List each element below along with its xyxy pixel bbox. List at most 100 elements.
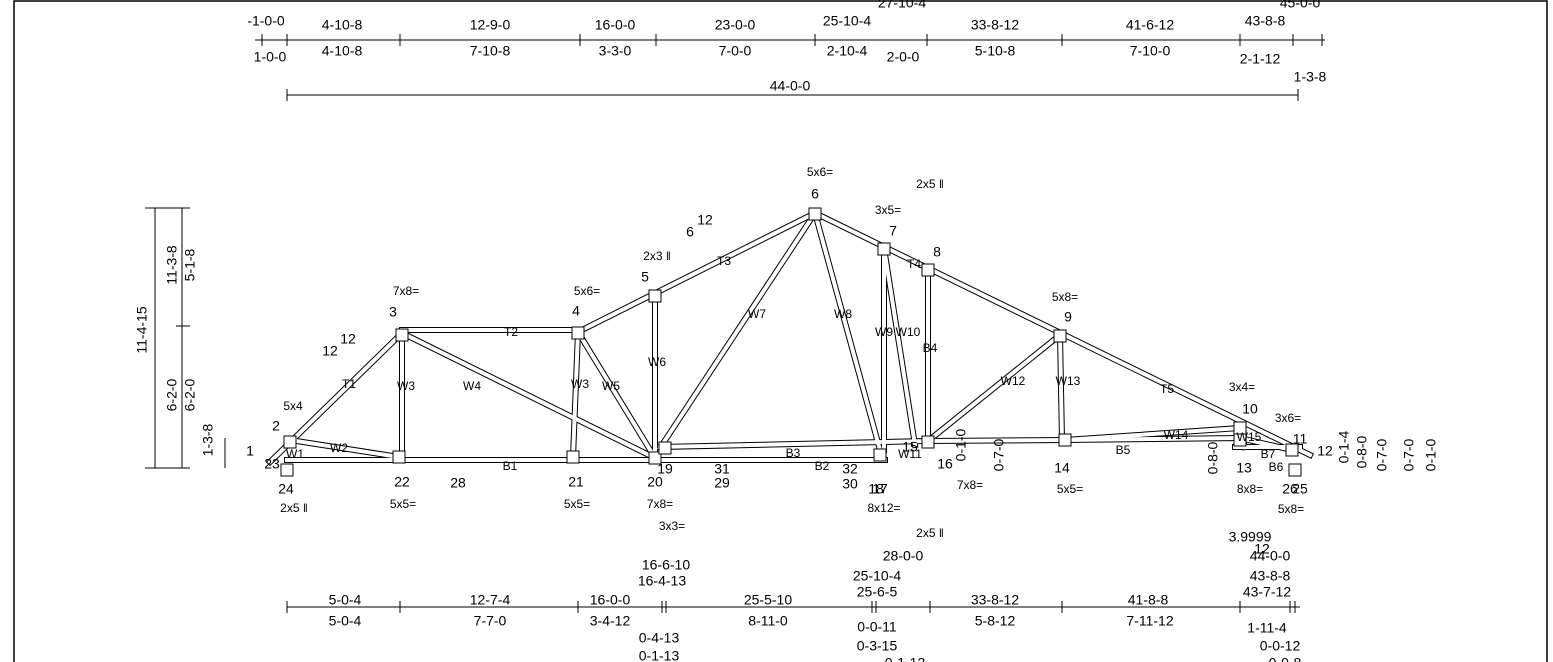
- dimensions-top: 5-10-8: [975, 43, 1016, 59]
- member: W8: [834, 307, 852, 321]
- joint: 19: [657, 461, 673, 477]
- plate: 3x6=: [1275, 411, 1301, 425]
- dimensions-top: 2-10-4: [827, 43, 868, 59]
- plate: 2x3 ‖: [643, 249, 671, 263]
- dimensions-top: 2-0-0: [887, 49, 920, 65]
- left-dimension: 11-3-8: [164, 245, 180, 285]
- plate: 5x5=: [564, 497, 590, 511]
- dimensions-bottom: 5-0-4: [329, 613, 362, 629]
- plate: [392, 450, 406, 464]
- member-fill: [399, 330, 658, 461]
- slope: 3.9999: [1229, 529, 1272, 545]
- dimensions-bottom: 0-0-12: [1260, 638, 1301, 654]
- member: B7: [1261, 447, 1276, 461]
- member: W14: [1164, 428, 1189, 442]
- dimensions-top: 25-10-4: [823, 13, 871, 29]
- dimensions-top: 4-10-8: [322, 43, 363, 59]
- member: B5: [1116, 443, 1131, 457]
- plate: [921, 263, 935, 277]
- plate: 5x6=: [574, 284, 600, 298]
- dimensions-bottom: 5-8-12: [975, 613, 1016, 629]
- plate: 2x5 ‖: [916, 526, 944, 540]
- dimensions-bottom: 16-6-10: [642, 557, 690, 573]
- dimensions-bottom: 43-7-12: [1243, 584, 1291, 600]
- slope: 12: [340, 331, 356, 347]
- height: 0-7-0: [1401, 438, 1417, 471]
- member: W9: [875, 325, 893, 339]
- dimensions-bottom: 33-8-12: [971, 592, 1019, 608]
- member: W6: [648, 355, 666, 369]
- plate: [571, 326, 585, 340]
- joint: 7: [889, 223, 897, 239]
- height: 0-7-0: [991, 438, 1007, 471]
- plate: 5x8=: [1052, 290, 1078, 304]
- joint: 9: [1064, 309, 1072, 325]
- plate: 5x4: [283, 399, 303, 413]
- plate: [566, 450, 580, 464]
- slope: 12: [1254, 541, 1270, 557]
- member: B1: [503, 459, 518, 473]
- member: T5: [1160, 382, 1174, 396]
- dimensions-top: 7-10-8: [470, 43, 511, 59]
- dimensions-top: 33-8-12: [971, 17, 1019, 33]
- height: 0-8-0: [1354, 435, 1370, 468]
- slope: 6: [686, 224, 694, 240]
- joint: 25: [1292, 481, 1308, 497]
- joint: 22: [394, 474, 410, 490]
- plate: [1233, 433, 1247, 447]
- dimensions-bottom: 0-1-12: [885, 655, 926, 662]
- member-fill: [925, 437, 1068, 444]
- plate: 8x12=: [867, 501, 900, 515]
- left-dimension: 5-1-8: [182, 248, 198, 281]
- joint: 3: [389, 304, 397, 320]
- member: W5: [602, 379, 620, 393]
- left-dimension: 6-2-0: [182, 378, 198, 411]
- plate: [283, 435, 297, 449]
- plate: 7x8=: [957, 478, 983, 492]
- member: B2: [815, 459, 830, 473]
- dimensions-top: 27-10-4: [878, 0, 926, 11]
- member-fill: [925, 332, 1063, 444]
- joint: 18: [868, 481, 884, 497]
- dimensions-bottom: 25-5-10: [744, 592, 792, 608]
- frame: [13, 0, 1548, 662]
- dimensions-top: 4-10-8: [322, 17, 363, 33]
- plate: [658, 441, 672, 455]
- member: W3: [397, 379, 415, 393]
- member: W2: [330, 441, 348, 455]
- plate: 3x4=: [1229, 380, 1255, 394]
- member: B6: [1269, 460, 1284, 474]
- dimensions-top: 44-0-0: [770, 78, 811, 94]
- member-fill: [570, 329, 581, 460]
- member: W7: [748, 307, 766, 321]
- joint: 4: [572, 303, 580, 319]
- dimensions-bottom: 16-0-0: [590, 592, 631, 608]
- dimensions-top: 16-0-0: [595, 17, 636, 33]
- plate: 5x8=: [1278, 502, 1304, 516]
- joint: 31: [714, 461, 730, 477]
- joint: 24: [278, 481, 294, 497]
- plate: [921, 435, 935, 449]
- dimensions-bottom: 25-10-4: [853, 568, 901, 584]
- member-fill: [575, 210, 818, 335]
- member: W11: [898, 447, 922, 461]
- plate: [395, 328, 409, 342]
- joint: 1: [246, 443, 254, 459]
- member: B4: [923, 341, 938, 355]
- joint: 2: [272, 418, 280, 434]
- plate: 8x8=: [1237, 482, 1263, 496]
- left-dimension: 11-4-15: [134, 306, 150, 353]
- dimension-lines: [145, 39, 1325, 608]
- dimensions-bottom: 1-11-4: [1247, 620, 1287, 636]
- dimensions-top: 3-3-0: [599, 43, 632, 59]
- joint: 32: [842, 461, 858, 477]
- dimensions-top: 41-6-12: [1126, 17, 1174, 33]
- joint: 26: [1282, 481, 1298, 497]
- height: 0-1-0: [1423, 438, 1439, 471]
- dimensions-top: 1-3-8: [1294, 69, 1327, 85]
- plate: 5x5=: [1057, 482, 1083, 496]
- dimensions-bottom: 44-0-0: [1250, 548, 1291, 564]
- joint: 30: [842, 476, 858, 492]
- slope: 12: [697, 212, 713, 228]
- left-dimension: 1-3-8: [200, 423, 216, 456]
